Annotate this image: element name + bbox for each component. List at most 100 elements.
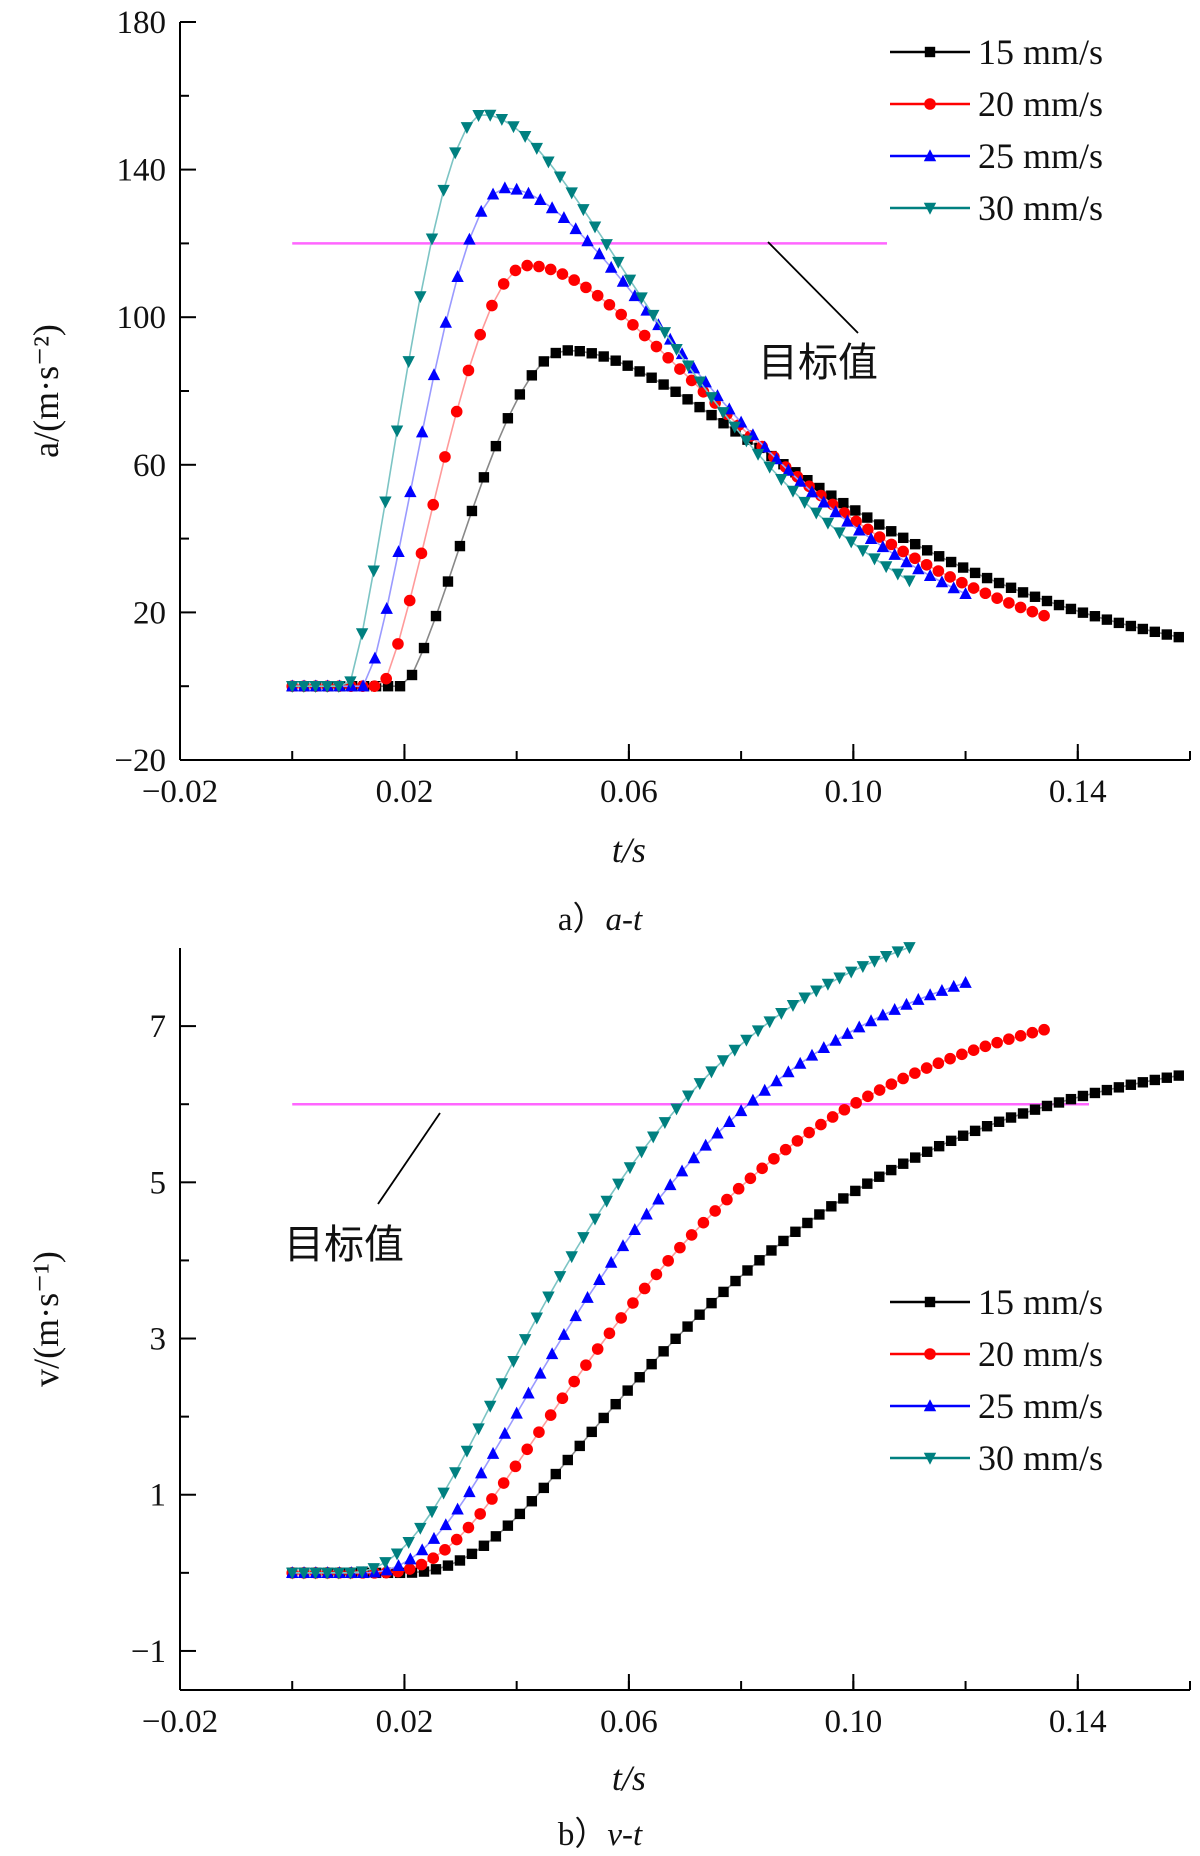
data-point xyxy=(1026,1026,1039,1039)
data-point xyxy=(545,1347,559,1360)
data-point xyxy=(670,1103,683,1116)
data-point xyxy=(320,1567,334,1580)
data-point xyxy=(394,681,406,692)
data-point xyxy=(380,1563,393,1576)
data-point xyxy=(474,328,486,341)
data-point xyxy=(903,575,916,588)
data-point xyxy=(850,1185,861,1197)
data-point xyxy=(495,1378,509,1391)
series-line xyxy=(292,981,966,1574)
data-point xyxy=(705,392,718,404)
data-point xyxy=(923,569,937,581)
y-tick-label: 1 xyxy=(150,1478,167,1514)
data-point xyxy=(845,966,858,979)
data-point xyxy=(646,372,657,383)
data-point xyxy=(574,345,585,357)
data-point xyxy=(332,1567,346,1580)
data-point xyxy=(556,1392,569,1405)
data-point xyxy=(793,1056,807,1069)
data-point xyxy=(763,461,776,474)
data-point xyxy=(775,1007,788,1020)
data-point xyxy=(475,1466,488,1479)
data-point xyxy=(874,519,885,530)
data-point xyxy=(658,327,672,340)
data-point xyxy=(706,1297,717,1309)
data-point xyxy=(932,1057,945,1070)
y-tick-label: 5 xyxy=(150,1165,167,1201)
data-point xyxy=(332,681,346,693)
data-point xyxy=(600,1195,613,1208)
data-point xyxy=(574,1440,585,1452)
data-point xyxy=(814,482,825,494)
data-point xyxy=(1017,1108,1029,1119)
y-tick-label: 180 xyxy=(117,5,167,41)
data-point xyxy=(449,1467,462,1480)
data-point xyxy=(542,156,555,169)
data-point xyxy=(693,1078,707,1091)
data-point xyxy=(829,1033,842,1046)
data-point xyxy=(598,351,609,362)
data-point xyxy=(603,298,616,311)
data-point xyxy=(920,1062,933,1074)
data-point xyxy=(522,1386,535,1399)
data-point xyxy=(705,1066,718,1079)
data-point xyxy=(1149,626,1161,638)
data-point xyxy=(355,1566,369,1579)
data-point xyxy=(862,1090,874,1103)
data-point xyxy=(959,975,972,988)
data-point xyxy=(798,496,811,509)
data-point xyxy=(486,1446,500,1459)
data-point xyxy=(415,1543,429,1556)
caption-title: v-t xyxy=(607,1817,643,1853)
data-point xyxy=(635,1146,648,1159)
data-point xyxy=(498,1426,512,1439)
data-point xyxy=(817,1041,831,1053)
data-point xyxy=(622,1385,633,1396)
data-point xyxy=(670,344,683,356)
data-point xyxy=(1026,605,1039,618)
data-point xyxy=(425,1506,439,1519)
data-point xyxy=(746,1093,760,1106)
data-point xyxy=(486,299,498,312)
data-point xyxy=(675,1164,689,1177)
data-point xyxy=(544,1409,557,1421)
legend-marker xyxy=(923,1452,937,1465)
data-point xyxy=(782,1065,795,1078)
data-point xyxy=(876,540,890,553)
x-tick-label: 0.14 xyxy=(1049,1704,1107,1740)
caption-title: a-t xyxy=(605,902,642,938)
data-point xyxy=(309,1567,322,1580)
data-point xyxy=(935,575,949,588)
data-point xyxy=(993,577,1005,589)
legend-marker xyxy=(923,1399,937,1412)
y-axis-title: a/(m·s⁻²) xyxy=(26,324,66,458)
data-point xyxy=(910,538,921,550)
data-point xyxy=(647,1131,660,1144)
data-point xyxy=(472,1423,485,1436)
series-line xyxy=(292,114,910,687)
series-25-mm-s xyxy=(286,181,972,692)
data-point xyxy=(478,472,490,483)
target-label: 目标值 xyxy=(758,340,878,386)
data-point xyxy=(935,983,949,996)
data-point xyxy=(442,576,454,587)
data-point xyxy=(838,497,849,509)
target-leader-line xyxy=(767,241,859,334)
data-point xyxy=(612,256,625,269)
data-point xyxy=(612,1178,625,1191)
data-point xyxy=(864,1014,878,1027)
data-point xyxy=(850,1097,862,1109)
data-point xyxy=(770,452,783,465)
data-point xyxy=(829,505,842,518)
data-point xyxy=(864,532,878,545)
data-point xyxy=(744,1172,757,1185)
legend: 15 mm/s 20 mm/s 25 mm/s 30 mm/s xyxy=(890,1282,1103,1478)
data-point xyxy=(682,1321,693,1332)
x-tick-label: −0.02 xyxy=(142,1704,218,1740)
data-point xyxy=(664,1178,677,1191)
data-point xyxy=(805,1048,819,1061)
data-point xyxy=(897,545,909,558)
data-point xyxy=(425,233,439,246)
data-point xyxy=(1041,1100,1053,1112)
data-point xyxy=(526,370,538,381)
